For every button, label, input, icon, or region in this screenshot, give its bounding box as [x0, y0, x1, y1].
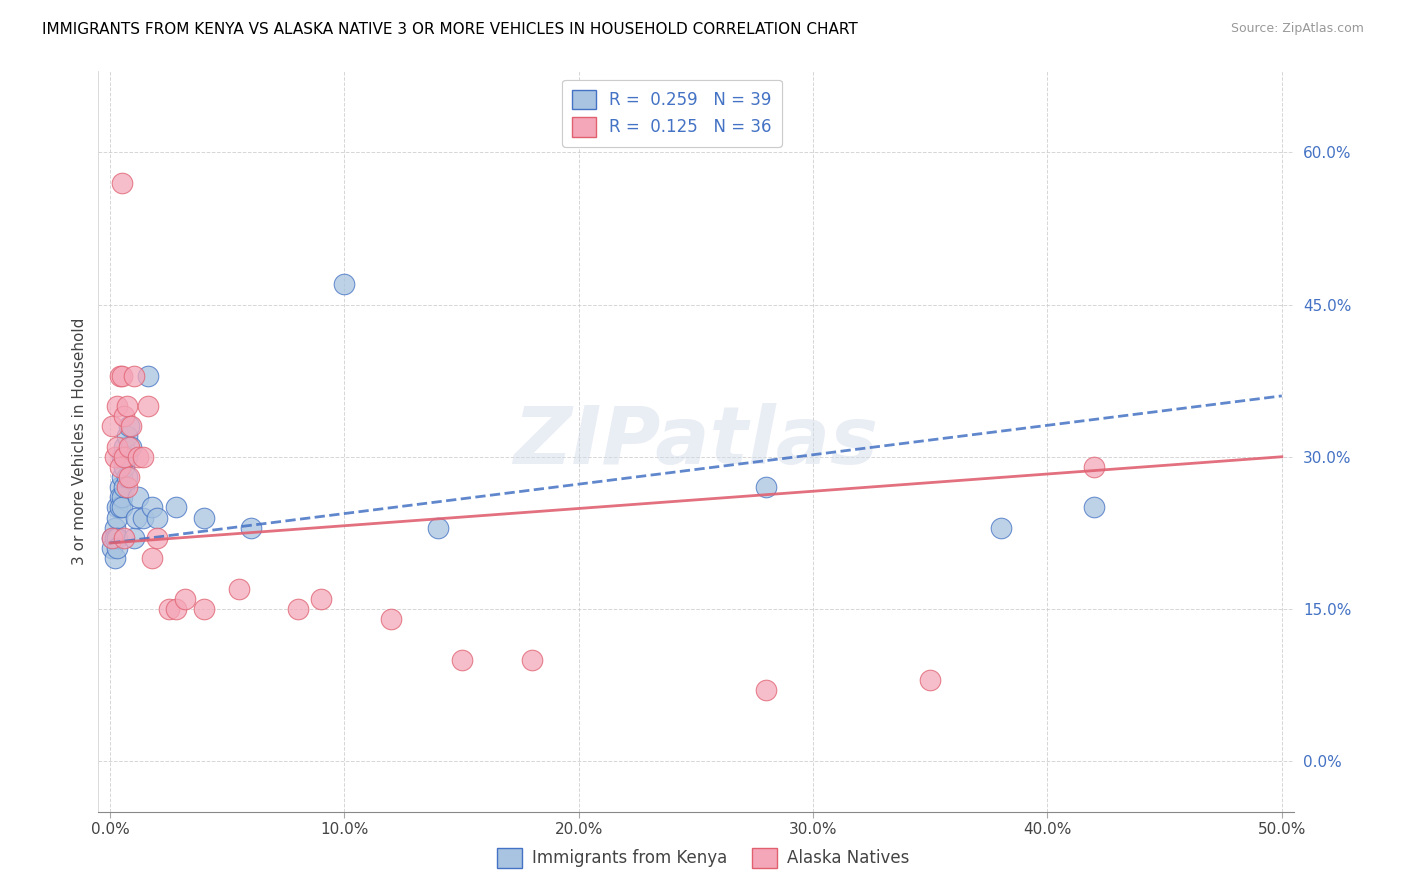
Point: [333, 277, 356, 292]
Point: [920, 673, 942, 687]
Point: [112, 450, 135, 464]
Point: [112, 409, 135, 424]
Point: [122, 531, 145, 545]
Point: [165, 500, 187, 515]
Point: [111, 491, 134, 505]
Point: [380, 612, 402, 626]
Legend: R =  0.259   N = 39, R =  0.125   N = 36: R = 0.259 N = 39, R = 0.125 N = 36: [562, 79, 782, 146]
Point: [118, 470, 141, 484]
Point: [111, 450, 134, 464]
Text: ZIPatlas: ZIPatlas: [513, 402, 879, 481]
Point: [118, 419, 141, 434]
Point: [146, 510, 169, 524]
Point: [108, 459, 131, 474]
Point: [120, 440, 142, 454]
Point: [122, 368, 145, 383]
Point: [104, 551, 127, 566]
Point: [101, 531, 124, 545]
Point: [755, 480, 778, 494]
Point: [115, 429, 138, 443]
Point: [115, 399, 138, 413]
Point: [108, 368, 131, 383]
Point: [115, 450, 138, 464]
Point: [115, 480, 138, 494]
Point: [118, 440, 141, 454]
Point: [101, 531, 124, 545]
Point: [309, 591, 332, 606]
Text: IMMIGRANTS FROM KENYA VS ALASKA NATIVE 3 OR MORE VEHICLES IN HOUSEHOLD CORRELATI: IMMIGRANTS FROM KENYA VS ALASKA NATIVE 3…: [42, 22, 858, 37]
Point: [136, 368, 159, 383]
Point: [427, 521, 450, 535]
Point: [165, 602, 187, 616]
Point: [287, 602, 309, 616]
Point: [112, 459, 135, 474]
Point: [105, 541, 128, 555]
Point: [127, 491, 149, 505]
Point: [104, 531, 127, 545]
Point: [108, 480, 131, 494]
Point: [101, 419, 124, 434]
Point: [120, 419, 142, 434]
Point: [105, 500, 128, 515]
Point: [105, 440, 128, 454]
Point: [239, 521, 262, 535]
Point: [105, 510, 128, 524]
Point: [127, 450, 149, 464]
Point: [755, 683, 778, 698]
Point: [157, 602, 180, 616]
Point: [111, 176, 134, 190]
Point: [111, 500, 134, 515]
Point: [174, 591, 197, 606]
Point: [520, 652, 543, 666]
Point: [1083, 459, 1105, 474]
Point: [108, 491, 131, 505]
Point: [112, 440, 135, 454]
Point: [111, 470, 134, 484]
Point: [141, 500, 163, 515]
Point: [104, 521, 127, 535]
Point: [1083, 500, 1105, 515]
Point: [105, 531, 128, 545]
Point: [146, 531, 169, 545]
Y-axis label: 3 or more Vehicles in Household: 3 or more Vehicles in Household: [72, 318, 87, 566]
Point: [132, 510, 155, 524]
Point: [112, 480, 135, 494]
Point: [193, 510, 215, 524]
Point: [115, 470, 138, 484]
Point: [193, 602, 215, 616]
Point: [104, 450, 127, 464]
Point: [125, 510, 148, 524]
Legend: Immigrants from Kenya, Alaska Natives: Immigrants from Kenya, Alaska Natives: [491, 841, 915, 875]
Point: [228, 582, 250, 596]
Point: [136, 399, 159, 413]
Point: [450, 652, 472, 666]
Text: Source: ZipAtlas.com: Source: ZipAtlas.com: [1230, 22, 1364, 36]
Point: [990, 521, 1012, 535]
Point: [141, 551, 163, 566]
Point: [108, 500, 131, 515]
Point: [101, 541, 124, 555]
Point: [132, 450, 155, 464]
Point: [105, 399, 128, 413]
Point: [111, 368, 134, 383]
Point: [112, 531, 135, 545]
